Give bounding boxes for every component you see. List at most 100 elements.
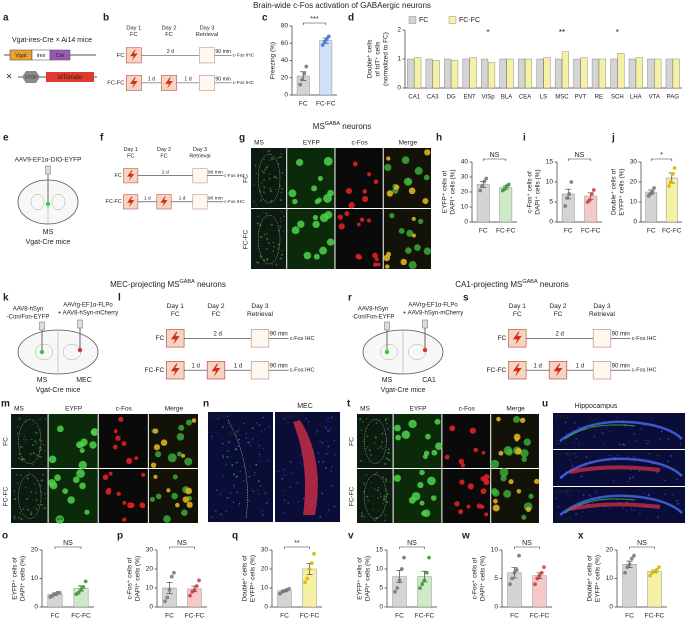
cell [35, 501, 37, 503]
cell [322, 460, 325, 463]
cell [610, 434, 612, 435]
cell [232, 501, 235, 503]
hippocampus [559, 457, 683, 479]
interval-label: 90 min [208, 196, 223, 202]
cell [35, 454, 37, 456]
cell [480, 476, 486, 482]
data-point [81, 585, 86, 589]
x-tick-label: FC [280, 613, 289, 620]
cell [644, 439, 647, 442]
cell [316, 429, 319, 432]
data-point [478, 188, 483, 193]
injection-site [77, 347, 83, 353]
cell [572, 461, 574, 463]
retrieval-session [592, 329, 612, 348]
cell [273, 245, 276, 248]
cell [365, 447, 367, 449]
cell [211, 435, 213, 438]
cell [411, 216, 416, 221]
micrograph [148, 414, 198, 468]
cell [258, 460, 260, 461]
cell [406, 229, 414, 237]
cell [647, 519, 649, 521]
cell [289, 460, 292, 463]
y-axis-label: of tdT⁺ cells [375, 41, 382, 77]
y-tick-label: 20 [630, 179, 638, 186]
cell [175, 502, 180, 508]
cell [503, 489, 512, 498]
cell [257, 480, 260, 483]
cell [431, 449, 438, 456]
cell [582, 511, 584, 513]
cell [283, 468, 285, 471]
cell [30, 452, 32, 455]
cell [333, 505, 336, 508]
cell [360, 429, 363, 432]
data-point [79, 588, 83, 592]
cell [373, 262, 378, 267]
significance-label: ** [559, 28, 565, 37]
data-point [76, 590, 81, 595]
virus-label: -Con/Fon-EYFP [7, 315, 50, 321]
data-point [506, 182, 511, 187]
cell [258, 493, 260, 495]
cell [272, 250, 275, 253]
micrograph [383, 209, 432, 270]
cell [656, 503, 658, 505]
cell [609, 507, 611, 509]
mcherry-signal [569, 502, 661, 511]
cell [267, 425, 270, 428]
y-axis-label: DAPI⁺ cells (%) [450, 169, 457, 214]
site-label: MS [382, 377, 393, 384]
mcherry-signal [569, 465, 661, 474]
cell [652, 417, 654, 419]
cell [235, 461, 238, 464]
column-title: EYFP [410, 406, 427, 413]
image [491, 414, 539, 468]
cell [153, 428, 159, 434]
bar [506, 58, 514, 89]
y-tick-label: 0 [549, 219, 553, 226]
bar [499, 187, 513, 223]
cell [16, 432, 19, 435]
cell [367, 446, 369, 448]
cell [267, 460, 269, 462]
bar [635, 57, 643, 89]
y-axis-label: EYFP⁺ cells of [442, 171, 449, 214]
micrograph [335, 209, 383, 269]
cell [362, 189, 368, 194]
region-outline [18, 474, 42, 519]
cell [367, 499, 369, 502]
day-label: FC [554, 311, 563, 318]
cell [227, 450, 230, 452]
cell [210, 515, 213, 518]
significance-bracket [567, 158, 592, 161]
cell [484, 512, 489, 517]
y-axis-label: DAPI⁺ cells (%) [480, 556, 487, 601]
day-label: Retrieval [189, 153, 210, 159]
retrieval-session [192, 194, 208, 210]
day-label: Day 3 [593, 303, 611, 310]
cell [411, 233, 416, 238]
cell [619, 443, 621, 446]
cell [331, 465, 333, 468]
cell [513, 415, 520, 423]
y-axis-label: DAPI⁺ cells (%) [135, 556, 142, 601]
cell [259, 485, 262, 488]
cell [19, 474, 22, 477]
bar [444, 58, 452, 89]
cell [667, 460, 670, 463]
significance-bracket [54, 546, 82, 549]
micrograph [553, 413, 685, 449]
cell [255, 464, 258, 466]
day-label: Day 3 [193, 147, 207, 153]
cell [28, 471, 30, 473]
column-title: c-Fos [459, 406, 476, 413]
cell [262, 416, 265, 419]
cell [623, 444, 626, 447]
cell [371, 481, 373, 483]
significance-bracket [650, 158, 673, 161]
scale-label: 100 μm [359, 516, 374, 521]
y-axis-label: Freezing (%) [270, 42, 277, 79]
